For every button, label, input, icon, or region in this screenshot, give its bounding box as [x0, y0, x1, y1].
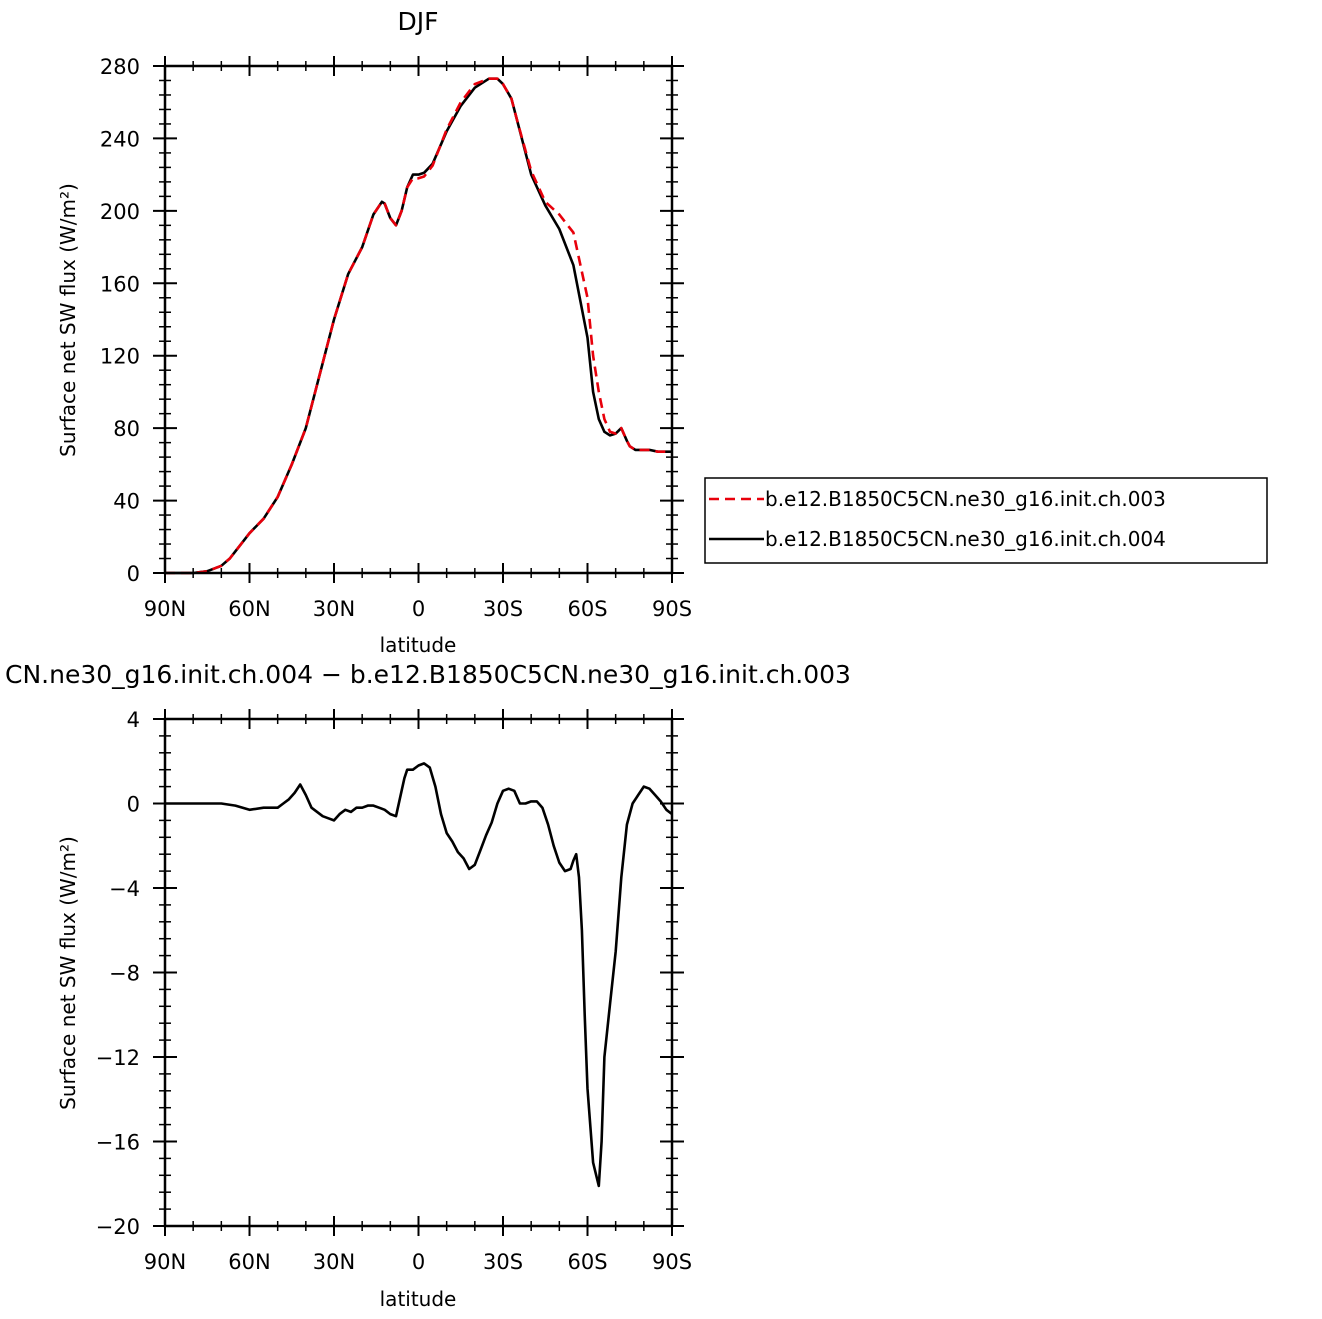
bottom-chart-x-tick-label: 90N [144, 1250, 186, 1274]
top-chart-title: DJF [397, 7, 438, 36]
bottom-chart-frame [163, 717, 674, 1228]
bottom-chart-y-tick-label: −16 [96, 1131, 140, 1155]
top-chart-y-tick-label: 280 [100, 55, 140, 79]
bottom-chart-series-group [165, 762, 673, 1188]
bottom-chart-x-tick-label: 60S [567, 1250, 607, 1274]
top-chart-x-tick-label: 60S [567, 597, 607, 621]
top-chart-x-tick-label: 30S [483, 597, 523, 621]
bottom-chart-x-tick-label: 0 [412, 1250, 425, 1274]
top-chart-y-tick-label: 0 [127, 562, 140, 586]
top-chart-series-line-1 [165, 77, 672, 575]
top-chart-y-tick-label: 200 [100, 200, 140, 224]
bottom-chart-ticks: 90N 60N 30N 0 30S 60S 90S −20 −16 −12 −8 −4 0 4 [96, 708, 692, 1274]
top-chart-x-tick-label: 0 [412, 597, 425, 621]
legend-label-series-1: b.e12.B1850C5CN.ne30_g16.init.ch.003 [765, 487, 1166, 511]
top-chart-x-tick-label: 60N [228, 597, 270, 621]
top-chart-y-tick-label: 120 [100, 345, 140, 369]
top-chart-x-axis-label: latitude [380, 633, 457, 657]
legend-box [704, 477, 1268, 564]
legend: b.e12.B1850C5CN.ne30_g16.init.ch.003 b.e… [704, 477, 1268, 564]
legend-label-series-2: b.e12.B1850C5CN.ne30_g16.init.ch.004 [765, 527, 1166, 551]
bottom-chart-y-tick-label: −12 [96, 1046, 140, 1070]
top-chart-x-tick-label: 90S [652, 597, 692, 621]
top-chart-x-tick-label: 30N [313, 597, 355, 621]
bottom-chart-y-tick-label: −8 [109, 962, 140, 986]
bottom-chart-x-axis-label: latitude [380, 1287, 457, 1311]
top-chart-ticks: 90N 60N 30N 0 30S 60S 90S 0 40 80 120 160 200 240 280 [100, 55, 692, 621]
bottom-chart-y-tick-label: 4 [127, 708, 140, 732]
bottom-chart-y-tick-label: −20 [96, 1215, 140, 1239]
top-chart-y-tick-label: 80 [113, 417, 140, 441]
top-chart-x-tick-label: 90N [144, 597, 186, 621]
bottom-chart-x-tick-label: 30N [313, 1250, 355, 1274]
bottom-chart-y-tick-label: −4 [109, 877, 140, 901]
top-chart-y-tick-label: 40 [113, 490, 140, 514]
bottom-chart-x-tick-label: 90S [652, 1250, 692, 1274]
top-chart-y-axis-label: Surface net SW flux (W/m²) [56, 183, 80, 457]
top-chart-frame [163, 64, 674, 575]
bottom-chart-y-tick-label: 0 [127, 793, 140, 817]
top-chart-series-group [165, 77, 672, 575]
top-chart-series-line-2 [165, 77, 672, 575]
bottom-chart-x-tick-label: 30S [483, 1250, 523, 1274]
bottom-chart-series-line-1 [165, 762, 673, 1188]
bottom-chart-title: CN.ne30_g16.init.ch.004 − b.e12.B1850C5C… [5, 660, 851, 689]
bottom-chart-x-tick-label: 60N [228, 1250, 270, 1274]
top-chart-y-tick-label: 240 [100, 127, 140, 151]
bottom-chart: CN.ne30_g16.init.ch.004 − b.e12.B1850C5C… [5, 660, 851, 1311]
top-chart: DJF 90N 60N 30N 0 30S 60S 90S 0 40 80 120 160 200 240… [56, 7, 692, 657]
top-chart-y-tick-label: 160 [100, 272, 140, 296]
bottom-chart-y-axis-label: Surface net SW flux (W/m²) [56, 836, 80, 1110]
